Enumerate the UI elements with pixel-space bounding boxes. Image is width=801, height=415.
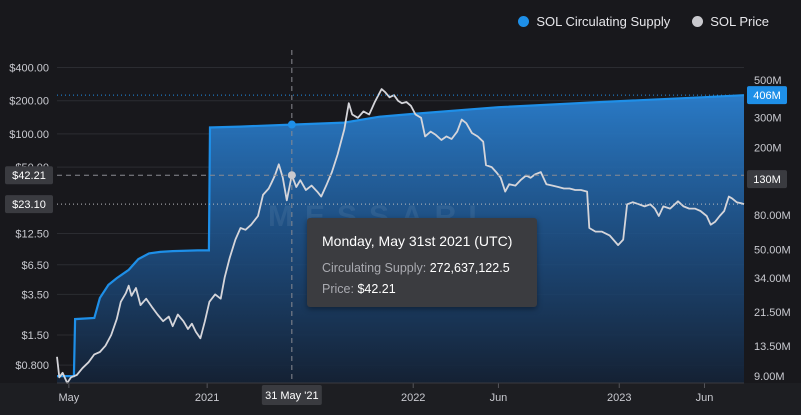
y-left-tick-label: $6.50 bbox=[21, 260, 49, 272]
x-tick-label: 2021 bbox=[195, 392, 219, 404]
overlay-layer bbox=[57, 50, 744, 383]
y-right-tick-label: 80.00M bbox=[754, 210, 791, 222]
y-left-tick-label: $200.00 bbox=[9, 96, 49, 108]
y-right-marker-label: 130M bbox=[753, 174, 781, 186]
legend-item-supply[interactable]: SOL Circulating Supply bbox=[518, 14, 670, 29]
y-left-marker-label: $42.21 bbox=[12, 170, 46, 182]
y-right-marker-box bbox=[747, 86, 787, 105]
y-right-tick-label: 50.00M bbox=[754, 245, 791, 257]
hover-dot-supply bbox=[287, 120, 296, 129]
y-right-marker-label: 406M bbox=[753, 90, 781, 102]
tooltip-price-label: Price: bbox=[322, 282, 354, 296]
y-left-tick-label: $400.00 bbox=[9, 63, 49, 75]
tooltip-price-value: $42.21 bbox=[357, 282, 396, 296]
legend-swatch-price bbox=[692, 16, 704, 27]
y-right-tick-label: 21.50M bbox=[754, 307, 791, 319]
legend-item-price[interactable]: SOL Price bbox=[692, 14, 769, 29]
tooltip-title: Monday, May 31st 2021 (UTC) bbox=[322, 233, 513, 249]
y-right-marker-box bbox=[747, 170, 787, 189]
tooltip-price-row: Price: $42.21 bbox=[322, 282, 396, 296]
price-line bbox=[56, 88, 745, 384]
tooltip-supply-value: 272,637,122.5 bbox=[429, 261, 510, 275]
y-left-marker-box bbox=[5, 166, 53, 185]
y-left-tick-label: $1.50 bbox=[21, 330, 49, 342]
y-left-marker-label: $23.10 bbox=[12, 199, 46, 211]
x-tick-label: Jun bbox=[696, 392, 714, 404]
y-left-tick-label: $3.50 bbox=[21, 289, 49, 301]
tooltip: Monday, May 31st 2021 (UTC) Circulating … bbox=[307, 218, 537, 307]
legend-swatch-supply bbox=[518, 16, 530, 27]
y-right-tick-label: 300M bbox=[754, 112, 782, 124]
crosshair-date-box bbox=[261, 385, 322, 405]
y-left-tick-label: $12.50 bbox=[15, 228, 49, 240]
axes-layer: $400.00$200.00$100.00$50.00$12.50$6.50$3… bbox=[5, 63, 791, 405]
y-right-tick-label: 34.00M bbox=[754, 273, 791, 285]
x-tick-label: 2022 bbox=[401, 392, 425, 404]
crosshair-date-label: 31 May '21 bbox=[265, 390, 318, 402]
x-tick-label: 2023 bbox=[607, 392, 631, 404]
legend: SOL Circulating Supply SOL Price bbox=[518, 14, 769, 29]
tooltip-supply-row: Circulating Supply: 272,637,122.5 bbox=[322, 261, 510, 275]
supply-line bbox=[57, 94, 745, 378]
y-right-tick-label: 9.00M bbox=[754, 371, 785, 383]
series-lines-layer bbox=[56, 88, 745, 384]
legend-label-supply: SOL Circulating Supply bbox=[536, 14, 671, 29]
y-right-tick-label: 13.50M bbox=[754, 341, 791, 353]
x-axis-band bbox=[0, 383, 801, 415]
legend-label-price: SOL Price bbox=[710, 14, 769, 29]
y-left-tick-label: $0.800 bbox=[15, 360, 49, 372]
y-left-tick-label: $100.00 bbox=[9, 129, 49, 141]
x-tick-label: May bbox=[58, 392, 79, 404]
y-right-tick-label: 500M bbox=[754, 75, 782, 87]
hover-dot-price bbox=[287, 171, 296, 180]
tooltip-supply-label: Circulating Supply: bbox=[322, 261, 427, 275]
x-tick-label: Jun bbox=[490, 392, 508, 404]
y-right-tick-label: 200M bbox=[754, 142, 782, 154]
y-left-marker-box bbox=[5, 195, 53, 214]
